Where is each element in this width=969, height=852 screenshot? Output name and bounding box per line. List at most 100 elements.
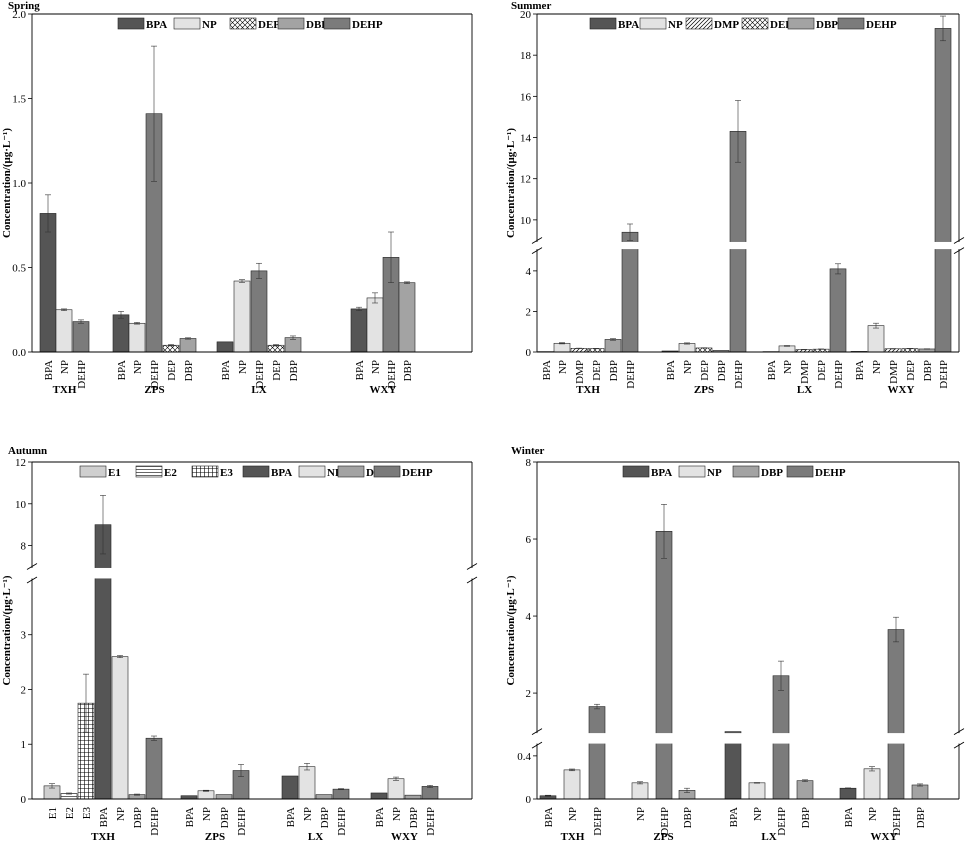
- x-tick-label: DEHP: [254, 360, 266, 389]
- bar-txh-np: [553, 342, 571, 353]
- legend-item-e1: E1: [79, 465, 121, 479]
- legend-swatch: [229, 17, 257, 30]
- legend-item-np: NP: [298, 465, 342, 479]
- legend-label: BPA: [146, 19, 167, 31]
- legend-item-bpa: BPA: [589, 17, 639, 31]
- chart-title: Winter: [511, 445, 545, 457]
- legend-swatch: [135, 465, 163, 478]
- y-tick-label: 12: [15, 457, 26, 469]
- y-tick-label: 1.0: [12, 178, 26, 190]
- legend-item-dbp: DBP: [732, 465, 783, 479]
- x-tick-label: DEHP: [236, 807, 248, 836]
- bar-wxy-bpa: [839, 787, 857, 800]
- legend-item-dehp: DEHP: [373, 465, 433, 479]
- legend-item-bpa: BPA: [117, 17, 167, 31]
- bar-wxy-np: [387, 778, 405, 800]
- chart-title: Autumn: [8, 445, 47, 457]
- chart-title: Spring: [8, 0, 40, 12]
- legend-item-dbp: DBP: [787, 17, 838, 31]
- x-tick-label: BPA: [543, 807, 555, 827]
- legend-label: NP: [668, 19, 683, 31]
- x-tick-label: BPA: [541, 360, 553, 380]
- bar-txh-bpa: [94, 524, 112, 800]
- group-label: TXH: [53, 384, 77, 396]
- x-tick-label: DBP: [608, 360, 620, 381]
- x-tick-label: DMP: [888, 360, 900, 384]
- x-tick-label: BPA: [98, 807, 110, 827]
- x-tick-label: DEP: [271, 360, 283, 381]
- bar-lx-np: [298, 766, 316, 800]
- x-tick-label: NP: [115, 807, 127, 821]
- y-tick-label: 0.0: [12, 347, 26, 359]
- legend-label: E2: [164, 467, 177, 479]
- group-label: ZPS: [653, 831, 673, 843]
- x-tick-label: NP: [237, 360, 249, 374]
- x-tick-label: DBP: [408, 807, 420, 828]
- legend-label: DEP: [770, 19, 792, 31]
- bar-wxy-np: [867, 325, 885, 353]
- legend-swatch: [685, 17, 713, 30]
- x-tick-label: NP: [752, 807, 764, 821]
- x-tick-label: DBP: [682, 807, 694, 828]
- x-tick-label: NP: [635, 807, 647, 821]
- chart-panel-spring: Spring BPA NP DEHP BPA NP DEHP DEP DBP BPA NP DEHP D…: [1, 0, 473, 396]
- legend-swatch: [741, 17, 769, 30]
- x-tick-label: BPA: [116, 360, 128, 380]
- bar-lx-dehp: [332, 788, 350, 800]
- group-label: TXH: [91, 831, 115, 843]
- legend-swatch: [589, 17, 617, 30]
- legend-swatch: [787, 17, 815, 30]
- legend-label: DBP: [816, 19, 838, 31]
- legend-label: DMP: [714, 19, 739, 31]
- y-axis-label: Concentration/(μg·L⁻¹): [1, 128, 13, 238]
- bar-zps-np: [128, 322, 146, 353]
- x-tick-label: NP: [682, 360, 694, 374]
- x-tick-label: DEP: [166, 360, 178, 381]
- legend-swatch: [678, 465, 706, 478]
- group-label: WXY: [391, 831, 418, 843]
- group-label: TXH: [576, 384, 600, 396]
- bar-zps-np: [631, 782, 649, 800]
- legend-item-bpa: BPA: [242, 465, 292, 479]
- x-tick-label: NP: [871, 360, 883, 374]
- y-tick-label: 2: [526, 688, 532, 700]
- legend-item-dehp: DEHP: [323, 17, 383, 31]
- x-tick-label: BPA: [354, 360, 366, 380]
- group-label: LX: [251, 384, 266, 396]
- bar-wxy-dehp: [887, 629, 905, 800]
- x-tick-label: BPA: [184, 807, 196, 827]
- legend-swatch: [337, 465, 365, 478]
- x-tick-label: DBP: [922, 360, 934, 381]
- chart-panel-winter: Winter BPA NP DEHP NP DEHP DBP BPA NP DEHP DBP BPA N…: [505, 445, 965, 843]
- x-tick-label: DEHP: [76, 360, 88, 389]
- y-tick-label: 10: [520, 215, 532, 227]
- bar-wxy-dbp: [404, 794, 422, 800]
- x-tick-label: DEHP: [733, 360, 745, 389]
- y-tick-label: 18: [520, 50, 532, 62]
- y-axis-label: Concentration/(μg·L⁻¹): [505, 575, 517, 685]
- bar-lx-np: [778, 345, 796, 353]
- x-tick-label: BPA: [43, 360, 55, 380]
- x-tick-label: DBP: [915, 807, 927, 828]
- bar-lx-dehp: [250, 270, 268, 353]
- bar-lx-np: [748, 782, 766, 800]
- bar-zps-dep: [695, 347, 713, 353]
- bar-wxy-dehp: [934, 28, 952, 353]
- y-tick-label: 6: [526, 534, 532, 546]
- legend-item-bpa: BPA: [622, 465, 672, 479]
- legend-swatch: [242, 465, 270, 478]
- y-tick-label: 16: [520, 91, 532, 103]
- bar-txh-np: [55, 309, 73, 353]
- legend-swatch: [173, 17, 201, 30]
- bar-lx-dbp: [796, 780, 814, 800]
- x-tick-label: DEHP: [425, 807, 437, 836]
- legend-label: DEP: [258, 19, 280, 31]
- chart-panel-summer: Summer BPA NP DMP DEP DBP DEHP BPA NP DEP DBP DEHP B…: [505, 0, 965, 396]
- bar-wxy-dbp: [911, 784, 929, 800]
- bar-wxy-dbp: [398, 282, 416, 353]
- x-tick-label: DBP: [132, 807, 144, 828]
- bar-txh-dep: [587, 348, 605, 353]
- bar-zps-bpa: [112, 314, 130, 353]
- chart-title: Summer: [511, 0, 551, 12]
- x-tick-label: BPA: [665, 360, 677, 380]
